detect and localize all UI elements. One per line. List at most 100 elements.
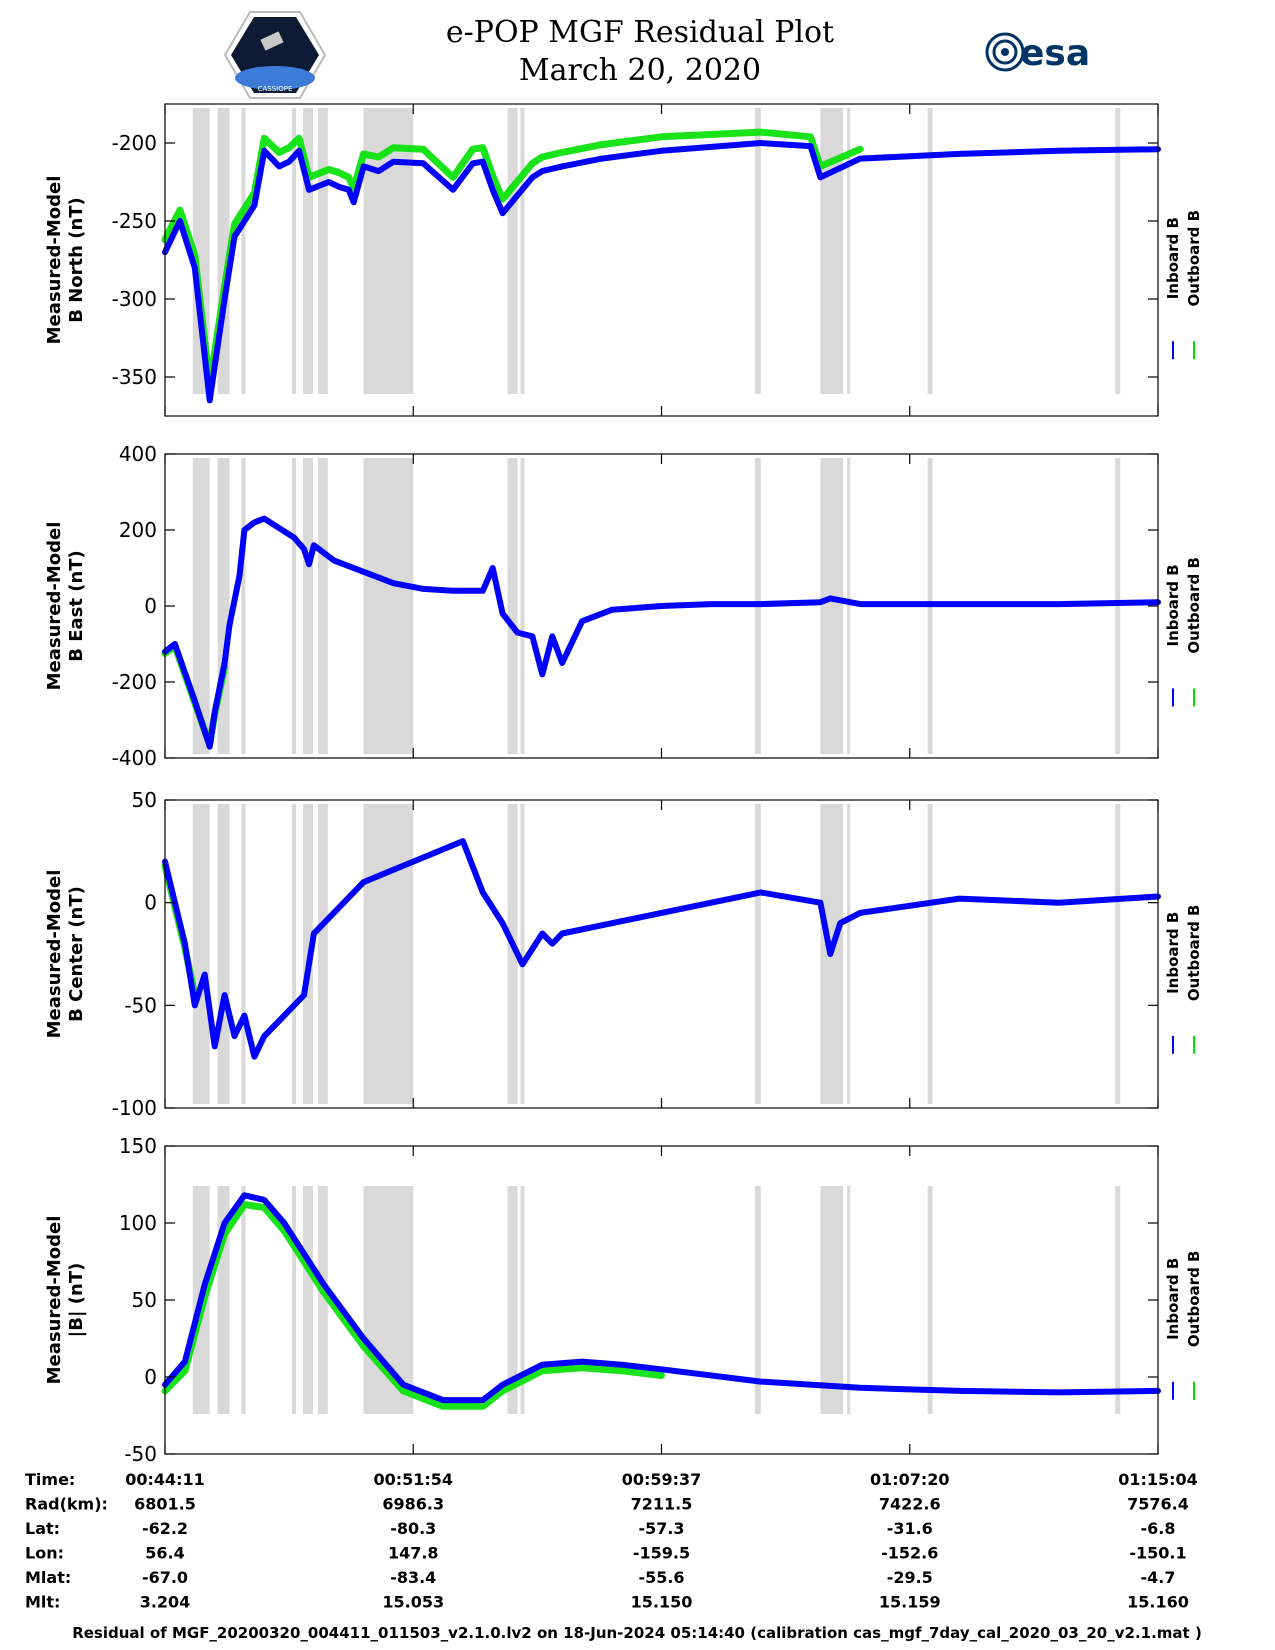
table-cell: -67.0: [142, 1568, 188, 1587]
series-line-inboard: [162, 140, 1161, 404]
panel-4: -50 0 50 100 150 Measured-Model|B| (nT) Inboar…: [44, 1134, 1203, 1466]
data-gap-band: [754, 1186, 761, 1414]
footer-text: Residual of MGF_20200320_004411_011503_v…: [72, 1624, 1202, 1642]
legend: Inboard B Outboard B: [1164, 1251, 1203, 1400]
table-cell: -152.6: [881, 1544, 938, 1563]
data-gap-band: [1115, 108, 1121, 394]
plot-frame: [164, 1145, 1159, 1455]
y-tick-label: -400: [112, 746, 157, 770]
data-gap-band: [192, 458, 210, 754]
data-gap-band: [317, 804, 328, 1104]
table-row-label: Lat:: [25, 1519, 60, 1538]
table-cell: 00:51:54: [373, 1470, 453, 1489]
cassiope-logo: CASSIOPE: [223, 11, 327, 99]
y-axis-label: Measured-ModelB North (nT): [44, 176, 87, 345]
legend-label-outboard: Outboard B: [1185, 210, 1203, 307]
data-gap-band: [303, 1186, 313, 1414]
header: CASSIOPE e-POP MGF Residual Plot March 2…: [223, 11, 1090, 99]
legend-label-inboard: Inboard B: [1164, 1258, 1182, 1340]
esa-logo-text: esa: [1020, 33, 1090, 74]
data-gap-band: [927, 1186, 933, 1414]
panels: -350 -300 -250 -200 Measured-ModelB North (n…: [44, 103, 1203, 1466]
data-gap-band: [520, 804, 525, 1104]
table-row-label: Time:: [25, 1470, 75, 1489]
table-cell: 01:07:20: [870, 1470, 950, 1489]
data-gap-band: [847, 108, 851, 394]
series-line-outboard: [161, 1201, 665, 1410]
data-gap-band: [241, 1186, 246, 1414]
data-gap-band: [363, 1186, 414, 1414]
table-cell: -150.1: [1129, 1544, 1186, 1563]
table-row-label: Rad(km):: [25, 1495, 108, 1514]
y-tick-label: 0: [144, 1365, 157, 1389]
data-gap-band: [241, 108, 246, 394]
data-gaps: [192, 1186, 1121, 1414]
legend-label-inboard: Inboard B: [1164, 564, 1182, 646]
data-gap-band: [507, 458, 518, 754]
data-gap-band: [292, 1186, 297, 1414]
data-gap-band: [520, 1186, 525, 1414]
y-tick-label: 0: [144, 594, 157, 618]
data-gap-band: [217, 804, 230, 1104]
panel-1: -350 -300 -250 -200 Measured-ModelB North (n…: [44, 103, 1203, 417]
data-gap-band: [820, 458, 844, 754]
table-cell: -159.5: [633, 1544, 690, 1563]
data-gap-band: [303, 458, 313, 754]
data-gap-band: [507, 108, 518, 394]
table-cell: -31.6: [887, 1519, 933, 1538]
legend: Inboard B Outboard B: [1164, 210, 1203, 360]
table-cell: -55.6: [638, 1568, 684, 1587]
data-gap-band: [847, 1186, 851, 1414]
legend-label-inboard: Inboard B: [1164, 217, 1182, 299]
data-gap-band: [363, 458, 414, 754]
table-cell: 01:15:04: [1118, 1470, 1198, 1489]
legend-label-inboard: Inboard B: [1164, 912, 1182, 994]
series-line-inboard: [162, 838, 1161, 1060]
data-gap-band: [217, 108, 230, 394]
data-gap-band: [317, 458, 328, 754]
series-line-outboard: [161, 128, 864, 389]
data-gap-band: [820, 1186, 844, 1414]
data-gap-band: [927, 804, 933, 1104]
y-axis-label: Measured-ModelB Center (nT): [44, 870, 87, 1039]
table-cell: 15.150: [631, 1593, 693, 1612]
data-gap-band: [754, 108, 761, 394]
table-cell: -83.4: [390, 1568, 436, 1587]
table-row-label: Mlat:: [25, 1568, 71, 1587]
data-gap-band: [217, 1186, 230, 1414]
table-cell: 15.159: [879, 1593, 941, 1612]
y-tick-label: 0: [144, 891, 157, 915]
data-gap-band: [820, 108, 844, 394]
y-tick-label: -250: [112, 209, 157, 233]
data-gap-band: [1115, 1186, 1121, 1414]
y-tick-label: -350: [112, 365, 157, 389]
table-row-label: Lon:: [25, 1544, 64, 1563]
y-tick-label: 50: [132, 788, 157, 812]
chart-subtitle: March 20, 2020: [519, 53, 761, 88]
y-tick-label: 200: [119, 518, 157, 542]
y-tick-label: -50: [124, 1442, 157, 1466]
series-line-inboard: [162, 1192, 1161, 1404]
table-cell: -57.3: [638, 1519, 684, 1538]
data-gap-band: [303, 108, 313, 394]
table-cell: -6.8: [1141, 1519, 1176, 1538]
table-cell: 3.204: [140, 1593, 191, 1612]
data-gap-band: [292, 804, 297, 1104]
y-tick-label: 50: [132, 1288, 157, 1312]
data-gap-band: [847, 804, 851, 1104]
table-cell: 56.4: [145, 1544, 184, 1563]
legend-label-outboard: Outboard B: [1185, 1251, 1203, 1348]
data-gap-band: [927, 108, 933, 394]
legend-label-outboard: Outboard B: [1185, 905, 1203, 1002]
data-gap-band: [507, 1186, 518, 1414]
table-cell: 7211.5: [631, 1495, 693, 1514]
y-tick-label: -200: [112, 131, 157, 155]
data-gaps: [192, 804, 1121, 1104]
table-cell: 7422.6: [879, 1495, 941, 1514]
y-tick-label: -200: [112, 670, 157, 694]
data-gap-band: [1115, 458, 1121, 754]
legend-label-outboard: Outboard B: [1185, 557, 1203, 654]
table-cell: -29.5: [887, 1568, 933, 1587]
legend: Inboard B Outboard B: [1164, 557, 1203, 707]
table-cell: 6986.3: [382, 1495, 444, 1514]
